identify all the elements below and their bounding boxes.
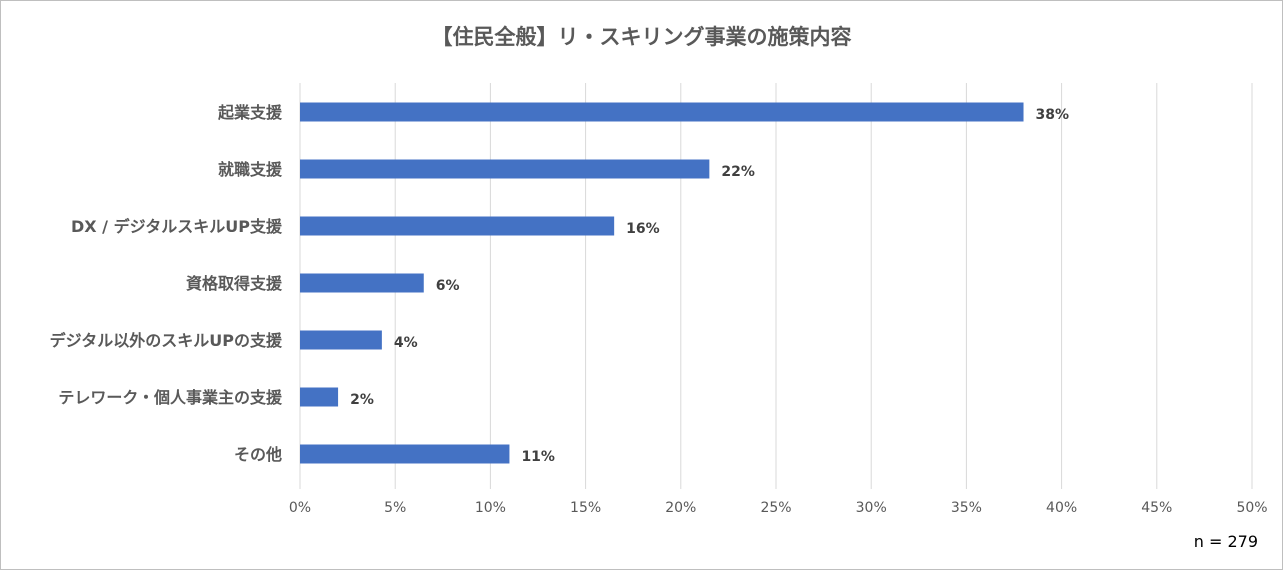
data-label: 2% [350, 392, 374, 408]
bar [300, 102, 1024, 122]
category-label: DX / デジタルスキルUP支援 [71, 217, 283, 236]
data-label: 22% [721, 164, 755, 180]
bar [300, 330, 382, 350]
category-label: デジタル以外のスキルUPの支援 [50, 331, 283, 350]
bar [300, 387, 339, 407]
x-tick-label: 50% [1236, 500, 1267, 516]
category-label: 資格取得支援 [186, 274, 283, 293]
x-tick-label: 5% [384, 500, 406, 516]
x-tick-label: 10% [475, 500, 506, 516]
chart-title: 【住民全般】リ・スキリング事業の施策内容 [431, 25, 852, 49]
category-label: 就職支援 [218, 160, 283, 179]
data-label: 38% [1036, 107, 1070, 123]
x-tick-label: 0% [289, 500, 311, 516]
bar [300, 444, 510, 464]
x-tick-label: 30% [856, 500, 887, 516]
bar [300, 159, 710, 179]
x-tick-label: 25% [760, 500, 791, 516]
data-label: 16% [626, 221, 660, 237]
data-label: 11% [521, 449, 555, 465]
x-tick-labels: 0% 5% 10% 15% 20% 25% 30% 35% 40% 45% 50% [289, 500, 1268, 516]
category-label: その他 [234, 445, 282, 464]
x-tick-label: 20% [665, 500, 696, 516]
x-tick-label: 15% [570, 500, 601, 516]
bars [300, 102, 1024, 464]
bar [300, 273, 424, 293]
x-tick-label: 45% [1141, 500, 1172, 516]
category-label: テレワーク・個人事業主の支援 [58, 388, 283, 407]
x-tick-label: 35% [951, 500, 982, 516]
data-label: 4% [394, 335, 418, 351]
data-label: 6% [436, 278, 460, 294]
bar [300, 216, 615, 236]
category-label: 起業支援 [217, 103, 283, 122]
sample-size-note: n = 279 [1193, 532, 1258, 551]
data-labels: 38% 22% 16% 6% 4% 2% 11% [350, 107, 1069, 465]
x-tick-label: 40% [1046, 500, 1077, 516]
